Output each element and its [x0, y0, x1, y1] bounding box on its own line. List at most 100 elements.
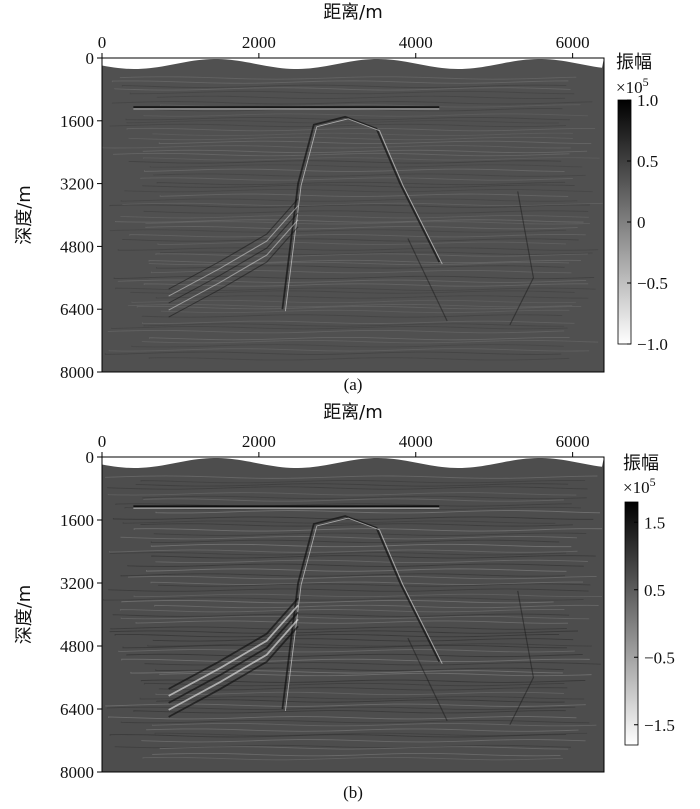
reflector — [103, 597, 584, 601]
reflector — [109, 229, 567, 233]
reflector — [111, 101, 593, 105]
reflector — [126, 120, 560, 124]
reflector — [120, 198, 578, 202]
reflector — [158, 140, 592, 145]
reflector — [143, 210, 589, 214]
y-tick-label: 6400 — [60, 700, 94, 719]
reflector — [144, 662, 601, 666]
x-tick-label: 4000 — [399, 33, 433, 52]
reflector — [143, 323, 565, 327]
salt-body-edge — [281, 115, 441, 310]
y-tick-label: 8000 — [60, 363, 94, 382]
reflector — [130, 670, 563, 674]
flank-reflector — [168, 597, 299, 690]
reflector — [114, 633, 560, 638]
seismic-image — [102, 58, 604, 361]
reflector — [149, 164, 583, 168]
reflector — [117, 247, 599, 251]
colorbar-unit-exponent: 5 — [650, 475, 656, 489]
reflector — [149, 336, 570, 341]
reflector — [146, 728, 579, 732]
colorbar-scale — [624, 501, 639, 746]
reflector — [104, 351, 562, 355]
reflector — [107, 329, 565, 334]
reflector — [142, 149, 588, 154]
reflector — [127, 563, 584, 567]
x-tick-label: 2000 — [242, 33, 276, 52]
y-axis-title: 深度/m — [14, 185, 35, 245]
reflector — [143, 113, 589, 117]
reflector — [156, 699, 565, 703]
reflector — [150, 539, 560, 543]
flank-reflector — [168, 198, 299, 290]
flank-reflector — [168, 611, 299, 704]
reflector — [142, 756, 564, 761]
reflector — [121, 599, 554, 604]
reflector — [153, 173, 586, 177]
reflector — [105, 703, 586, 707]
reflector — [126, 127, 596, 132]
reflector — [114, 744, 572, 749]
reflector — [115, 503, 572, 507]
reflector — [120, 573, 566, 577]
reflector — [140, 480, 586, 484]
flank-reflector — [168, 625, 299, 718]
reflector — [119, 76, 577, 80]
colorbar-tick-label: 0.5 — [644, 581, 665, 600]
reflector — [143, 157, 600, 161]
reflector — [111, 326, 568, 330]
reflector — [152, 752, 561, 757]
flank-reflector — [168, 226, 299, 318]
reflector — [128, 575, 597, 580]
colorbar-tick-label: 1.5 — [644, 513, 665, 532]
panel-caption: (a) — [344, 375, 363, 394]
reflector — [121, 658, 590, 663]
x-tick-label: 2000 — [242, 432, 276, 451]
reflector — [161, 309, 570, 314]
reflector — [151, 555, 596, 559]
colorbar-title: 振幅 — [616, 52, 652, 73]
reflector — [150, 581, 584, 585]
flank-reflector — [168, 212, 299, 304]
fault — [407, 637, 448, 722]
reflector — [135, 483, 569, 487]
reflector — [128, 136, 573, 141]
reflector — [130, 290, 575, 294]
reflector — [145, 221, 590, 225]
reflector — [112, 152, 570, 157]
reflector — [129, 234, 586, 238]
colorbar-unit: ×105 — [616, 75, 649, 97]
reflector — [156, 265, 565, 269]
reflector — [146, 568, 567, 572]
reflector — [114, 87, 571, 91]
reflector — [112, 516, 594, 520]
reflector — [143, 283, 589, 287]
y-tick-label: 4800 — [60, 237, 94, 256]
reflector — [104, 475, 598, 479]
fault — [509, 191, 535, 326]
colorbar-unit-prefix: ×10 — [623, 478, 650, 497]
reflector — [155, 253, 588, 257]
reflector — [142, 320, 575, 324]
reflector — [120, 615, 590, 620]
reflector — [107, 486, 588, 490]
reflector — [147, 643, 592, 647]
reflector — [126, 653, 583, 658]
reflector — [131, 344, 564, 348]
reflector — [111, 80, 569, 84]
reflector — [159, 746, 569, 750]
reflector — [160, 251, 593, 255]
y-tick-label: 0 — [86, 49, 95, 68]
reflector — [109, 630, 578, 634]
reflector — [140, 177, 573, 181]
reflector — [150, 543, 572, 548]
water-layer — [102, 58, 604, 69]
seismic-image — [102, 457, 604, 761]
fault — [407, 238, 448, 322]
reflector — [159, 193, 569, 197]
reflector — [119, 609, 565, 613]
y-tick-label: 3200 — [60, 574, 94, 593]
reflector — [153, 532, 587, 536]
chart-panel-b: 0 2000 4000 6000 0 1600 3200 4800 6400 8000 距离/m 深度… — [14, 402, 675, 802]
